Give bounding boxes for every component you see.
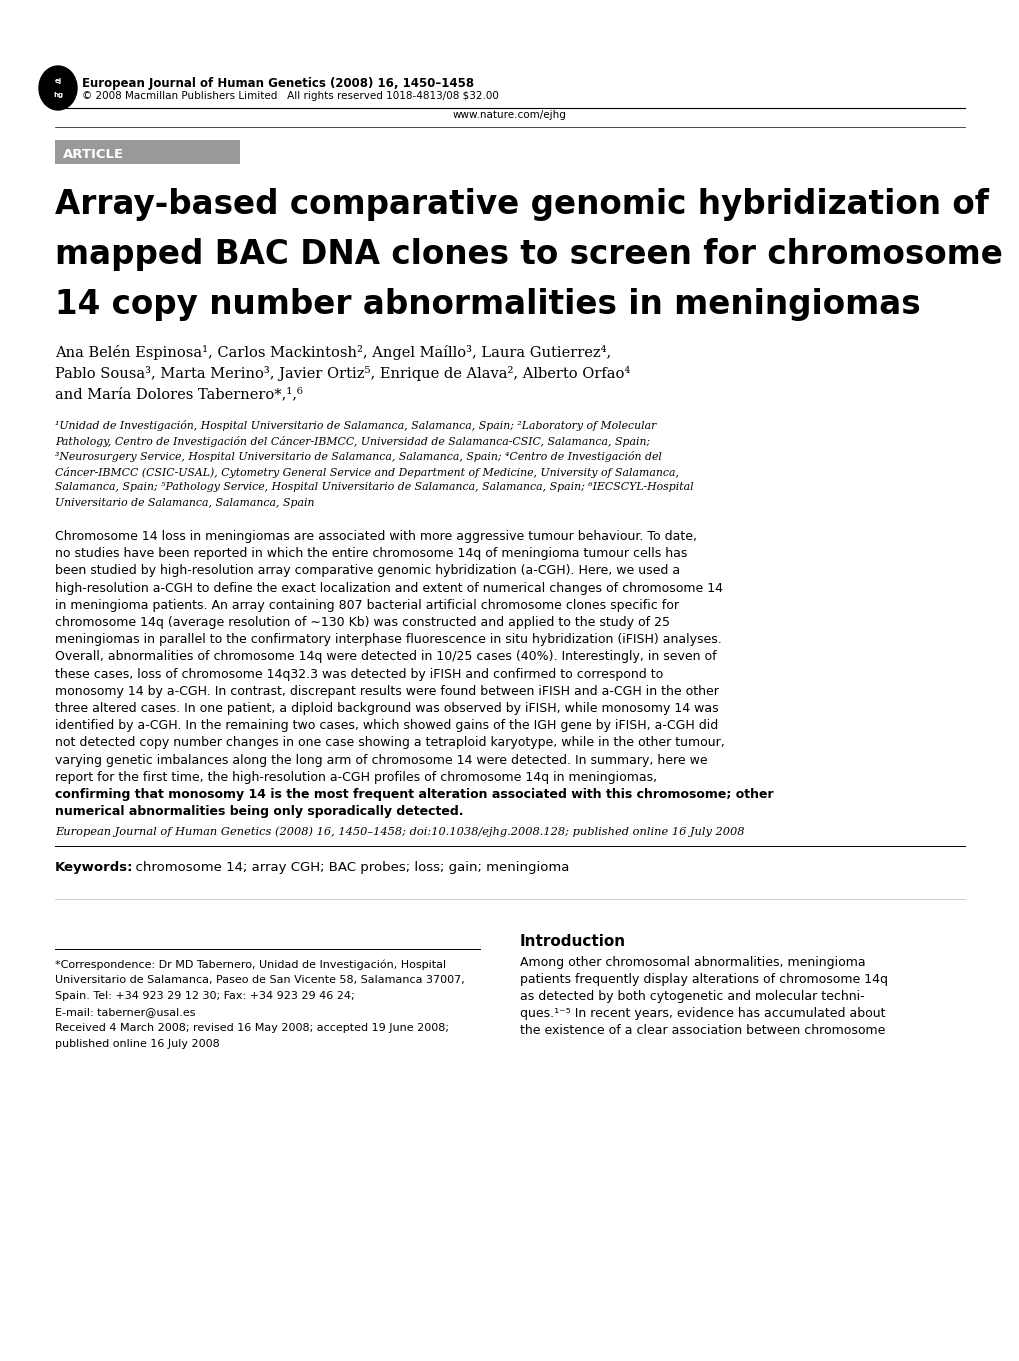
Text: mapped BAC DNA clones to screen for chromosome: mapped BAC DNA clones to screen for chro…: [55, 238, 1002, 271]
Text: European Journal of Human Genetics (2008) 16, 1450–1458; doi:10.1038/ejhg.2008.1: European Journal of Human Genetics (2008…: [55, 826, 744, 837]
Text: ej: ej: [54, 78, 61, 84]
Text: no studies have been reported in which the entire chromosome 14q of meningioma t: no studies have been reported in which t…: [55, 547, 687, 561]
Text: not detected copy number changes in one case showing a tetraploid karyotype, whi: not detected copy number changes in one …: [55, 736, 725, 750]
Ellipse shape: [39, 65, 76, 110]
Text: been studied by high-resolution array comparative genomic hybridization (a-CGH).: been studied by high-resolution array co…: [55, 565, 680, 577]
Text: E-mail: taberner@usal.es: E-mail: taberner@usal.es: [55, 1007, 196, 1018]
Text: meningiomas in parallel to the confirmatory interphase fluorescence in situ hybr: meningiomas in parallel to the confirmat…: [55, 633, 721, 646]
Text: Chromosome 14 loss in meningiomas are associated with more aggressive tumour beh: Chromosome 14 loss in meningiomas are as…: [55, 529, 696, 543]
Text: Universitario de Salamanca, Paseo de San Vicente 58, Salamanca 37007,: Universitario de Salamanca, Paseo de San…: [55, 976, 465, 985]
Text: Received 4 March 2008; revised 16 May 2008; accepted 19 June 2008;: Received 4 March 2008; revised 16 May 20…: [55, 1023, 448, 1033]
Text: chromosome 14; array CGH; BAC probes; loss; gain; meningioma: chromosome 14; array CGH; BAC probes; lo…: [127, 862, 569, 874]
Text: patients frequently display alterations of chromosome 14q: patients frequently display alterations …: [520, 973, 888, 987]
Text: Pablo Sousa³, Marta Merino³, Javier Ortiz⁵, Enrique de Alava², Alberto Orfao⁴: Pablo Sousa³, Marta Merino³, Javier Orti…: [55, 366, 630, 381]
Text: the existence of a clear association between chromosome: the existence of a clear association bet…: [520, 1025, 884, 1037]
Text: ques.¹⁻⁵ In recent years, evidence has accumulated about: ques.¹⁻⁵ In recent years, evidence has a…: [520, 1007, 884, 1021]
FancyBboxPatch shape: [55, 140, 239, 163]
Text: Spain. Tel: +34 923 29 12 30; Fax: +34 923 29 46 24;: Spain. Tel: +34 923 29 12 30; Fax: +34 9…: [55, 991, 355, 1002]
Text: 14 copy number abnormalities in meningiomas: 14 copy number abnormalities in meningio…: [55, 289, 920, 321]
Text: identified by a-CGH. In the remaining two cases, which showed gains of the IGH g: identified by a-CGH. In the remaining tw…: [55, 719, 717, 732]
Text: www.nature.com/ejhg: www.nature.com/ejhg: [452, 110, 567, 120]
Text: Salamanca, Spain; ⁵Pathology Service, Hospital Universitario de Salamanca, Salam: Salamanca, Spain; ⁵Pathology Service, Ho…: [55, 482, 693, 491]
Text: ³Neurosurgery Service, Hospital Universitario de Salamanca, Salamanca, Spain; ⁴C: ³Neurosurgery Service, Hospital Universi…: [55, 450, 661, 461]
Text: ¹Unidad de Investigación, Hospital Universitario de Salamanca, Salamanca, Spain;: ¹Unidad de Investigación, Hospital Unive…: [55, 421, 656, 431]
Text: confirming that monosomy 14 is the most frequent alteration associated with this: confirming that monosomy 14 is the most …: [55, 788, 772, 802]
Text: Universitario de Salamanca, Salamanca, Spain: Universitario de Salamanca, Salamanca, S…: [55, 498, 314, 508]
Text: Overall, abnormalities of chromosome 14q were detected in 10/25 cases (40%). Int: Overall, abnormalities of chromosome 14q…: [55, 651, 716, 663]
Text: report for the first time, the high-resolution a-CGH profiles of chromosome 14q : report for the first time, the high-reso…: [55, 770, 656, 784]
Text: as detected by both cytogenetic and molecular techni-: as detected by both cytogenetic and mole…: [520, 991, 864, 1003]
Text: ARTICLE: ARTICLE: [63, 147, 124, 161]
Text: chromosome 14q (average resolution of ∼130 Kb) was constructed and applied to th: chromosome 14q (average resolution of ∼1…: [55, 617, 669, 629]
Text: *Correspondence: Dr MD Tabernero, Unidad de Investigación, Hospital: *Correspondence: Dr MD Tabernero, Unidad…: [55, 960, 445, 970]
Text: Introduction: Introduction: [520, 935, 626, 950]
Text: Array-based comparative genomic hybridization of: Array-based comparative genomic hybridiz…: [55, 188, 988, 220]
Text: monosomy 14 by a-CGH. In contrast, discrepant results were found between iFISH a: monosomy 14 by a-CGH. In contrast, discr…: [55, 685, 718, 698]
Text: numerical abnormalities being only sporadically detected.: numerical abnormalities being only spora…: [55, 806, 463, 818]
Text: three altered cases. In one patient, a diploid background was observed by iFISH,: three altered cases. In one patient, a d…: [55, 702, 718, 715]
Text: and María Dolores Tabernero*,¹,⁶: and María Dolores Tabernero*,¹,⁶: [55, 387, 303, 401]
Text: these cases, loss of chromosome 14q32.3 was detected by iFISH and confirmed to c: these cases, loss of chromosome 14q32.3 …: [55, 668, 662, 680]
Text: in meningioma patients. An array containing 807 bacterial artificial chromosome : in meningioma patients. An array contain…: [55, 599, 679, 612]
Text: varying genetic imbalances along the long arm of chromosome 14 were detected. In: varying genetic imbalances along the lon…: [55, 754, 707, 766]
Text: published online 16 July 2008: published online 16 July 2008: [55, 1040, 219, 1049]
Text: Ana Belén Espinosa¹, Carlos Mackintosh², Angel Maíllo³, Laura Gutierrez⁴,: Ana Belén Espinosa¹, Carlos Mackintosh²,…: [55, 344, 610, 361]
Text: Keywords:: Keywords:: [55, 862, 133, 874]
Text: hg: hg: [53, 93, 63, 98]
Text: © 2008 Macmillan Publishers Limited   All rights reserved 1018-4813/08 $32.00: © 2008 Macmillan Publishers Limited All …: [82, 91, 498, 101]
Text: high-resolution a-CGH to define the exact localization and extent of numerical c: high-resolution a-CGH to define the exac…: [55, 581, 722, 595]
Text: Cáncer-IBMCC (CSIC-USAL), Cytometry General Service and Department of Medicine, : Cáncer-IBMCC (CSIC-USAL), Cytometry Gene…: [55, 467, 679, 478]
Text: Pathology, Centro de Investigación del Cáncer-IBMCC, Universidad de Salamanca-CS: Pathology, Centro de Investigación del C…: [55, 436, 649, 446]
Text: European Journal of Human Genetics (2008) 16, 1450–1458: European Journal of Human Genetics (2008…: [82, 78, 474, 90]
Text: Among other chromosomal abnormalities, meningioma: Among other chromosomal abnormalities, m…: [520, 957, 865, 969]
